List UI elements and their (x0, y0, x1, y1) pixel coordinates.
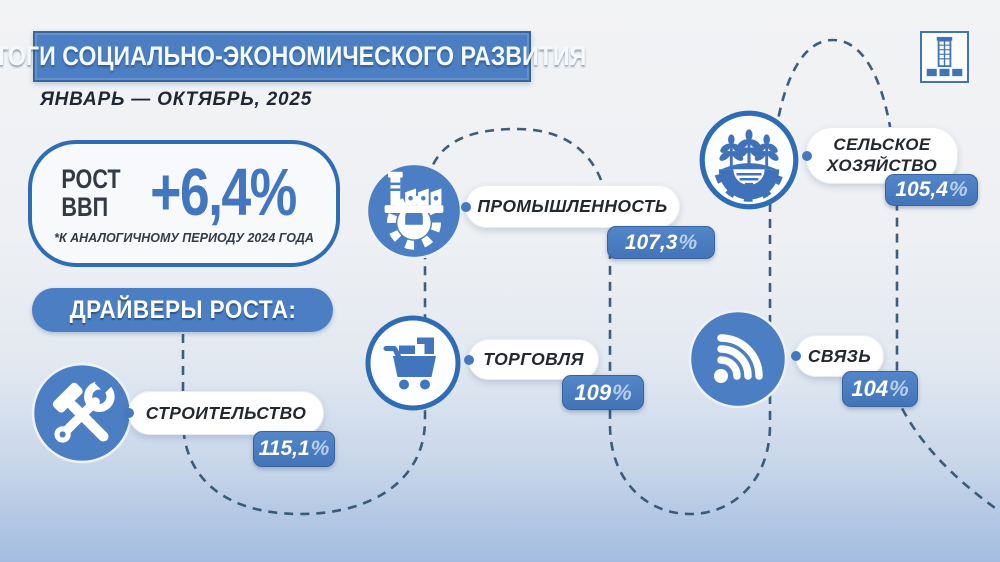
percent-sign: % (612, 379, 632, 405)
sector-label: СВЯЗЬ (807, 345, 872, 366)
sector-label-pill: СТРОИТЕЛЬСТВО (124, 391, 324, 435)
period-label: ЯНВАРЬ — ОКТЯБРЬ, 2025 (40, 89, 313, 110)
drivers-heading: ДРАЙВЕРЫ РОСТА: (69, 295, 296, 324)
percent-sign: % (310, 437, 330, 460)
gdp-value: +6,4% (150, 155, 297, 231)
sector-label: ПРОМЫШЛЕННОСТЬ (477, 196, 668, 216)
page-title: ИТОГИ СОЦИАЛЬНО-ЭКОНОМИЧЕСКОГО РАЗВИТИЯ (0, 41, 587, 71)
city-tower-emblem-logo (920, 31, 969, 83)
sector-label: ТОРГОВЛЯ (483, 349, 584, 369)
sector-value-badge: 107,3% (607, 226, 715, 259)
percent-sign: % (678, 230, 698, 254)
sector-value: 115,1 (258, 437, 310, 460)
sector-label-pill: ПРОМЫШЛЕННОСТЬ (461, 185, 680, 228)
sector-label: СЕЛЬСКОЕ ХОЗЯЙСТВО (826, 135, 938, 175)
factory-gear-icon (365, 162, 463, 260)
title-banner: ИТОГИ СОЦИАЛЬНО-ЭКОНОМИЧЕСКОГО РАЗВИТИЯ (0, 31, 586, 82)
gdp-footnote: *К АНАЛОГИЧНОМУ ПЕРИОДУ 2024 ГОДА (54, 230, 314, 245)
sector-value: 105,4 (895, 178, 948, 201)
percent-sign: % (948, 178, 968, 201)
sector-value: 104 (851, 376, 889, 401)
wifi-signal-icon (688, 309, 788, 409)
sector-value-badge: 104% (842, 371, 918, 407)
shopping-cart-icon (363, 313, 463, 413)
drivers-heading-pill: ДРАЙВЕРЫ РОСТА: (32, 288, 333, 332)
gdp-row: РОСТ ВВП +6,4% (54, 155, 314, 231)
sector-value-badge: 105,4% (885, 174, 978, 206)
percent-sign: % (889, 376, 909, 401)
sector-label: СТРОИТЕЛЬСТВО (145, 402, 307, 423)
sector-value: 107,3 (624, 230, 678, 254)
wheat-gear-icon (697, 108, 801, 212)
sector-label-pill: СВЯЗЬ (791, 335, 884, 377)
sector-value: 109 (574, 379, 612, 405)
gdp-card: РОСТ ВВП +6,4% *К АНАЛОГИЧНОМУ ПЕРИОДУ 2… (28, 140, 340, 267)
hammer-wrench-icon (31, 362, 133, 464)
gdp-label: РОСТ ВВП (61, 163, 121, 222)
sector-label-pill: ТОРГОВЛЯ (464, 339, 599, 380)
sector-value-badge: 109% (562, 375, 644, 410)
sector-value-badge: 115,1% (253, 431, 335, 467)
